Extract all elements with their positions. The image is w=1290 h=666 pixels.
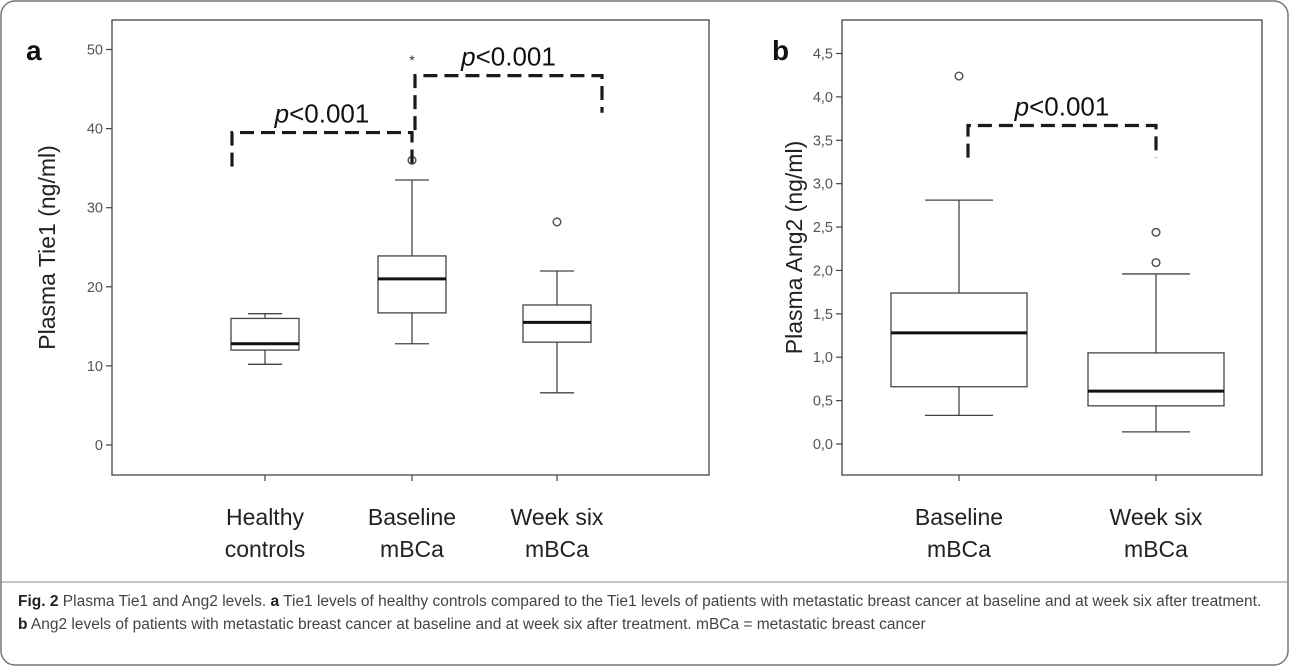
significance-p-symbol: p — [460, 42, 475, 72]
panel-b-chart: b 0,0 0,5 1,0 1,5 2,0 2,5 3,0 3,5 4,0 4,5 Plasma An… — [772, 19, 1263, 562]
panel-label: b — [772, 35, 789, 66]
box-iqr — [890, 292, 1028, 388]
x-category-label: Baseline mBCa — [368, 504, 456, 562]
y-tick-label: 1,0 — [813, 350, 833, 366]
x-category-label-line: Week six — [511, 504, 604, 530]
significance-label: p<0.001 — [460, 42, 556, 72]
y-tick-label: 40 — [87, 122, 103, 138]
caption-b-label: b — [18, 616, 28, 633]
y-tick-label: 2,0 — [813, 263, 833, 279]
x-category-label: Week six mBCa — [1110, 504, 1203, 562]
y-tick-label: 30 — [87, 201, 103, 217]
significance-value: <0.001 — [1029, 92, 1109, 122]
caption-a-text: Tie1 levels of healthy controls compared… — [279, 593, 1262, 610]
significance-value: <0.001 — [476, 42, 556, 72]
significance-p-symbol: p — [274, 99, 289, 129]
x-category-label-line: mBCa — [380, 536, 444, 562]
x-category-label-line: Baseline — [368, 504, 456, 530]
significance-bracket — [230, 130, 414, 169]
x-category-label-line: mBCa — [927, 536, 991, 562]
caption-title: Plasma Tie1 and Ang2 levels. — [58, 593, 271, 610]
outlier-point — [954, 71, 964, 81]
x-category-label-line: Healthy — [226, 504, 304, 530]
figure-caption: Fig. 2 Plasma Tie1 and Ang2 levels. a Ti… — [18, 590, 1268, 636]
y-tick-label: 4,5 — [813, 47, 833, 63]
y-tick-label: 0 — [95, 438, 103, 454]
x-category-label-line: Week six — [1110, 504, 1203, 530]
x-category-label-line: Baseline — [915, 504, 1003, 530]
caption-b-text: Ang2 levels of patients with metastatic … — [27, 616, 926, 633]
x-category-label-line: controls — [225, 536, 306, 562]
significance-value: <0.001 — [289, 99, 369, 129]
y-tick-label: 1,5 — [813, 307, 833, 323]
outlier-point — [552, 217, 562, 227]
caption-fig-label: Fig. 2 — [18, 593, 59, 610]
plot-frame — [111, 19, 710, 476]
panel-label: a — [26, 35, 42, 66]
x-category-label: Healthy controls — [225, 504, 306, 562]
x-category-label: Baseline mBCa — [915, 504, 1003, 562]
y-tick-label: 10 — [87, 359, 103, 375]
y-tick-label: 4,0 — [813, 90, 833, 106]
y-tick-label: 20 — [87, 280, 103, 296]
outlier-point — [1151, 227, 1161, 237]
box-iqr — [230, 317, 300, 351]
x-category-label: Week six mBCa — [511, 504, 604, 562]
extreme-point: * — [409, 52, 415, 68]
box-iqr — [377, 255, 447, 314]
x-category-label-line: mBCa — [525, 536, 589, 562]
significance-label: p<0.001 — [1014, 92, 1110, 122]
y-tick-label: 0,5 — [813, 394, 833, 410]
plot-frame — [841, 19, 1263, 476]
panel-a-chart: a 0 10 20 30 40 50 Plasma Tie1 (ng/ml) Healthy co… — [26, 19, 710, 562]
y-axis-label: Plasma Tie1 (ng/ml) — [34, 145, 60, 350]
significance-label: p<0.001 — [274, 99, 370, 129]
significance-bracket — [413, 74, 604, 131]
y-tick-label: 50 — [87, 43, 103, 59]
significance-bracket — [966, 123, 1158, 158]
y-axis-label: Plasma Ang2 (ng/ml) — [781, 141, 807, 354]
y-tick-label: 2,5 — [813, 220, 833, 236]
y-tick-label: 0,0 — [813, 437, 833, 453]
x-category-label-line: mBCa — [1124, 536, 1188, 562]
y-tick-label: 3,0 — [813, 177, 833, 193]
significance-p-symbol: p — [1014, 92, 1029, 122]
y-tick-label: 3,5 — [813, 133, 833, 149]
caption-a-label: a — [270, 593, 280, 610]
box-iqr — [1087, 352, 1225, 407]
outlier-point — [1151, 258, 1161, 268]
